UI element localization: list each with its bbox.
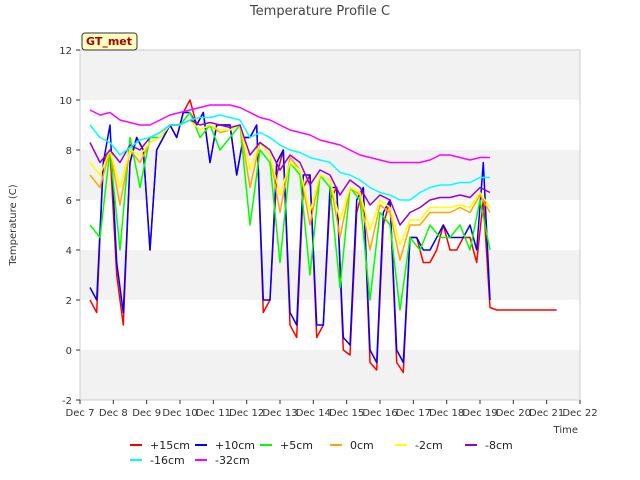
legend-label: -2cm	[415, 439, 443, 452]
chart-title: Temperature Profile C	[249, 4, 390, 19]
legend-label: -8cm	[485, 439, 513, 452]
x-tick-label: Dec 18	[429, 408, 464, 419]
x-tick-label: Dec 16	[362, 408, 397, 419]
x-axis-label: Time	[553, 425, 578, 436]
x-tick-label: Dec 10	[162, 408, 197, 419]
station-badge-box	[81, 32, 138, 51]
grid-band	[80, 100, 580, 150]
legend-label: 0cm	[350, 439, 374, 452]
series-line-minus32cm	[89, 104, 490, 164]
plot-background-bands	[80, 50, 580, 400]
y-tick-label: 0	[66, 346, 72, 357]
grid-band	[80, 350, 580, 400]
station-badge: GT_met	[81, 32, 138, 51]
grid-band	[80, 250, 580, 300]
x-tick-label: Dec 12	[229, 408, 264, 419]
legend-label: +10cm	[215, 439, 255, 452]
x-tick-label: Dec 13	[262, 408, 297, 419]
y-tick-label: 4	[66, 246, 72, 257]
x-tick-label: Dec 22	[562, 408, 597, 419]
legend-label: -16cm	[150, 454, 185, 467]
y-axis-ticks: -2 0 2 4 6 8 10 12	[59, 46, 80, 407]
x-tick-label: Dec 21	[529, 408, 564, 419]
x-tick-label: Dec 11	[196, 408, 231, 419]
y-tick-label: 2	[66, 296, 72, 307]
grid-band	[80, 300, 580, 350]
y-tick-label: 12	[59, 46, 72, 57]
y-axis-label: Temperature (C)	[8, 184, 19, 266]
legend-label: +5cm	[280, 439, 313, 452]
x-tick-label: Dec 15	[329, 408, 364, 419]
x-tick-label: Dec 8	[99, 408, 128, 419]
plot-area	[79, 49, 581, 401]
series-line-minus2cm	[89, 119, 491, 246]
y-tick-label: 10	[59, 96, 72, 107]
series-line-plus10cm	[89, 111, 491, 364]
legend: +15cm +10cm +5cm 0cm -2cm -8cm -16cm -32cm	[130, 439, 513, 467]
x-tick-label: Dec 19	[462, 408, 497, 419]
legend-label: +15cm	[150, 439, 190, 452]
x-tick-label: Dec 9	[132, 408, 161, 419]
x-tick-label: Dec 14	[296, 408, 331, 419]
x-tick-label: Dec 20	[496, 408, 531, 419]
y-tick-label: 6	[66, 196, 72, 207]
series-line-minus16cm	[89, 114, 490, 201]
y-tick-label: -2	[62, 396, 72, 407]
x-tick-label: Dec 7	[66, 408, 95, 419]
grid-band	[80, 50, 580, 100]
series-layer	[89, 99, 557, 374]
x-tick-label: Dec 17	[396, 408, 431, 419]
y-tick-label: 8	[66, 146, 72, 157]
legend-label: -32cm	[215, 454, 250, 467]
station-badge-label: GT_met	[86, 35, 132, 48]
